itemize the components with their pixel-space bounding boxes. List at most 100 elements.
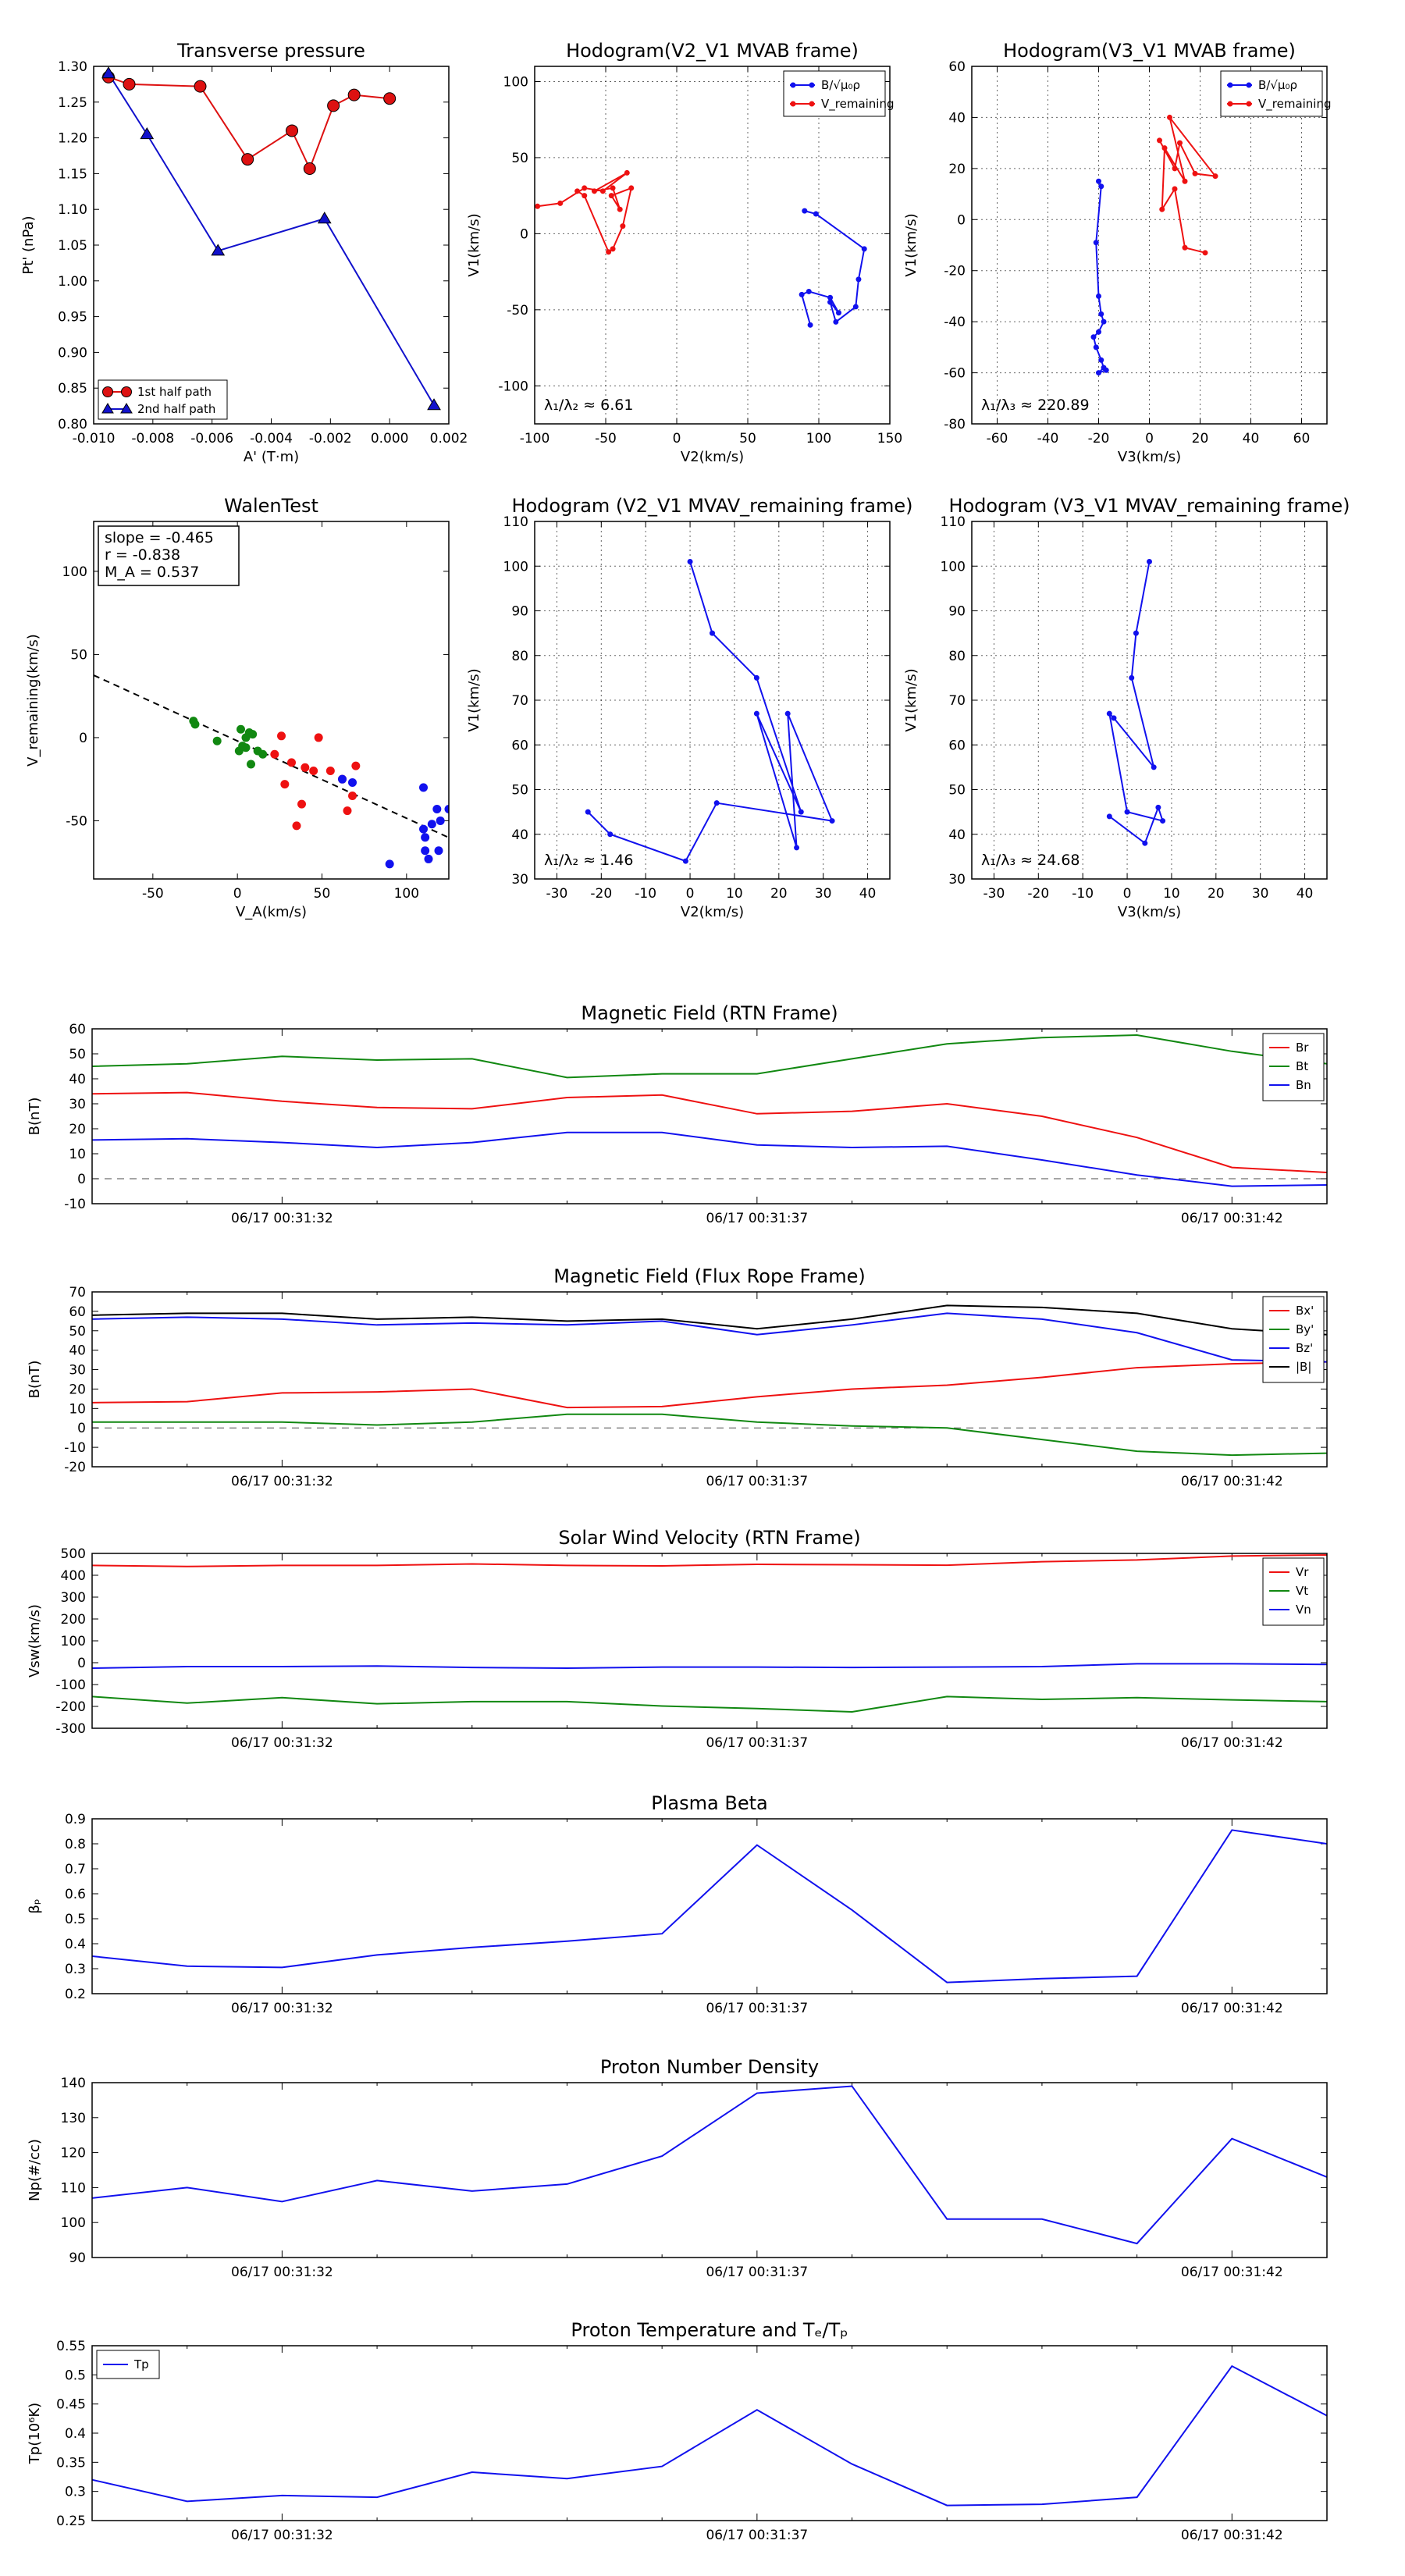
hodo1-point	[799, 291, 805, 297]
pt-xtick-label: -0.006	[190, 431, 233, 447]
hodo2-ytick-label: -80	[944, 417, 966, 432]
hodo1-xtick-label: 150	[877, 431, 902, 447]
hodo1-legend-label: B/√μ₀ρ	[821, 78, 860, 92]
hodo4-xtick-label: -30	[984, 886, 1005, 902]
hodo1-plot-area	[535, 169, 867, 328]
beta-ytick-label: 0.8	[65, 1837, 86, 1852]
hodo2-ytick-label: -60	[944, 366, 966, 382]
walen-point	[237, 724, 245, 734]
hodo2-point	[1167, 114, 1172, 120]
hodo3-annotation: λ₁/λ₂ ≈ 1.46	[544, 852, 633, 869]
hodo2-xtick-label: 0	[1145, 431, 1154, 447]
pt-ytick-label: 1.20	[58, 131, 87, 147]
walen-point	[432, 805, 442, 814]
hodo2-series-line-1	[1158, 116, 1218, 254]
hodo3-ytick-label: 90	[511, 604, 528, 620]
pt-xtick-label: 0.002	[430, 431, 468, 447]
hodo3-xtick-label: 10	[726, 886, 743, 902]
pt-point	[317, 212, 332, 224]
tp-ytick-label: 0.25	[56, 2514, 86, 2529]
hodo4-xtick-label: 30	[1252, 886, 1269, 902]
beta-ytick-label: 0.7	[65, 1862, 86, 1877]
hodo2-point	[1096, 293, 1101, 299]
hodo2-ytick-label: 40	[948, 110, 966, 126]
pt-point	[383, 92, 397, 105]
hodo4-panel: -30 -20 -10 0 10 20 30 40 30 40 50 60 70 80 90 100 110Ho…	[903, 495, 1350, 920]
pt-frame	[93, 66, 450, 425]
hodo3-point	[794, 845, 800, 851]
hodo4-xtick-label: 20	[1208, 886, 1225, 902]
np-frame	[91, 2082, 1328, 2258]
hodo3-xtick-label: 0	[686, 886, 695, 902]
pt-point	[123, 77, 136, 91]
tp-ytick-label: 0.55	[56, 2339, 86, 2354]
hodo1-legend-box	[783, 70, 886, 117]
walen-point	[277, 731, 286, 741]
beta-title: Plasma Beta	[651, 1792, 767, 1814]
bfield-ytick-label: 10	[69, 1147, 86, 1162]
bfield-ytick-label: 40	[69, 1072, 86, 1087]
hodo2-plot-area	[1090, 114, 1218, 376]
beta-xtick-label: 06/17 00:31:37	[706, 2001, 808, 2016]
hodo2-legend-marker	[1227, 82, 1233, 88]
bfr-ytick-label: 20	[69, 1382, 86, 1397]
walen-ytick-label: 0	[79, 731, 87, 746]
bfr-ytick-label: 10	[69, 1401, 86, 1417]
hodo2-point	[1172, 165, 1178, 172]
bfr-frame	[91, 1291, 1328, 1468]
hodo3-ytick-label: 70	[511, 693, 528, 709]
hodo2-xtick-label: -20	[1088, 431, 1110, 447]
walen-point	[241, 733, 251, 742]
hodo2-point	[1101, 318, 1107, 325]
hodo2-annotation: λ₁/λ₃ ≈ 220.89	[981, 397, 1090, 414]
hodo3-series-line-0	[587, 561, 834, 863]
hodo2-xtick-label: -40	[1037, 431, 1059, 447]
walen-point	[348, 777, 357, 787]
walen-xtick-label: 100	[394, 886, 419, 902]
hodo1-annotation: λ₁/λ₂ ≈ 6.61	[544, 397, 633, 414]
vsw-xtick-label: 06/17 00:31:32	[231, 1735, 333, 1751]
walen-ytick-label: 100	[62, 564, 87, 580]
hodo4-point	[1124, 809, 1130, 815]
hodo2-point	[1093, 240, 1099, 246]
np-ytick-label: 120	[61, 2146, 86, 2161]
bfield-ytick-label: 50	[69, 1047, 86, 1062]
walen-panel: -50 0 50 100 -50 0 50 100 WalenTest V_A(km/s) V_re…	[25, 495, 450, 920]
bfield-xtick-label: 06/17 00:31:32	[231, 1211, 333, 1226]
hodo3-xtick-label: 20	[770, 886, 788, 902]
tp-ytick-label: 0.3	[65, 2485, 86, 2500]
hodo1-point	[620, 223, 626, 229]
beta-ytick-label: 0.2	[65, 1987, 86, 2002]
np-title: Proton Number Density	[600, 2056, 819, 2078]
hodo4-xtick-label: -20	[1027, 886, 1049, 902]
vsw-legend-label: Vn	[1296, 1603, 1311, 1617]
hodo1-point	[574, 188, 581, 194]
bfr-ytick-label: -20	[64, 1460, 86, 1475]
hodo3-frame	[534, 521, 891, 880]
hodo4-point	[1147, 559, 1152, 565]
hodo3-ytick-label: 100	[503, 559, 528, 575]
hodo2-point	[1159, 206, 1165, 212]
hodo4-ytick-label: 30	[948, 872, 966, 888]
hodo3-xlabel: V2(km/s)	[681, 904, 744, 920]
walen-point	[351, 761, 361, 770]
pt-ytick-label: 1.30	[58, 59, 87, 75]
hodo1-panel: -100 -50 0 50 100 150 -100 -50 0 50 100 Hodogram(V2…	[466, 40, 902, 465]
vsw-ylabel: Vsw(km/s)	[27, 1604, 43, 1678]
pt-point	[303, 162, 316, 175]
hodo2-point	[1182, 244, 1188, 251]
walen-annotation-line: slope = -0.465	[105, 529, 214, 546]
walen-point	[419, 783, 428, 792]
hodo2-legend-box	[1220, 70, 1323, 117]
hodo4-title: Hodogram (V3_V1 MVAV_remaining frame)	[948, 495, 1350, 517]
hodo4-ytick-label: 50	[948, 783, 966, 799]
walen-annotation-box	[98, 525, 240, 586]
np-ytick-label: 130	[61, 2111, 86, 2126]
hodo4-annotation: λ₁/λ₃ ≈ 24.68	[981, 852, 1080, 869]
hodo3-ytick-label: 80	[511, 649, 528, 664]
bfr-series-1	[92, 1413, 1327, 1457]
pt-ytick-label: 0.95	[58, 310, 87, 326]
bfr-ytick-label: 0	[77, 1421, 86, 1436]
hodo1-point	[807, 322, 813, 328]
